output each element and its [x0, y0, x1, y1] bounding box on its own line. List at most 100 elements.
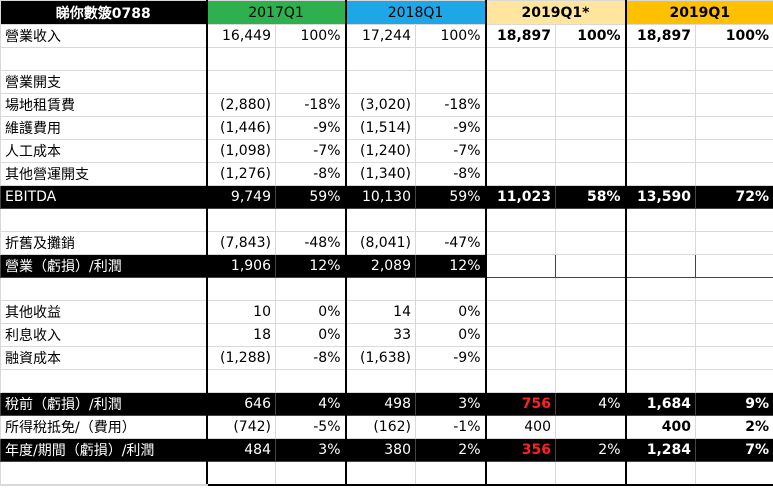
table-row: 其他營運開支 (1,276) -8% (1,340) -8% — [0, 162, 773, 186]
cell: 33 — [345, 323, 416, 347]
cell: -18% — [415, 93, 487, 117]
header-2018q1: 2018Q1 — [345, 0, 487, 25]
table-row — [0, 277, 773, 301]
cell: -8% — [275, 162, 347, 186]
cell: -18% — [275, 93, 347, 117]
row-label: 折舊及攤銷 — [0, 231, 208, 255]
row-label: 營業（虧損）/利潤 — [0, 254, 208, 278]
cell: 100% — [415, 24, 487, 48]
cell: 356 — [485, 438, 556, 462]
cell: (2,880) — [206, 93, 276, 117]
table-row: 利息收入 18 0% 33 0% — [0, 323, 773, 347]
cell: (1,514) — [345, 116, 416, 140]
cell: -7% — [415, 139, 487, 163]
cell: -7% — [275, 139, 347, 163]
cell: (1,446) — [206, 116, 276, 140]
cell: 18 — [206, 323, 276, 347]
cell: 3% — [415, 392, 487, 416]
cell: 17,244 — [345, 24, 416, 48]
cell: -9% — [415, 116, 487, 140]
cell: -5% — [275, 415, 347, 439]
table-row: 所得稅抵免/（費用） (742) -5% (162) -1% 400 400 2… — [0, 415, 773, 439]
cell: 1,284 — [625, 438, 696, 462]
cell: 9,749 — [206, 185, 276, 209]
cell: 400 — [625, 415, 696, 439]
row-label: 其他營運開支 — [0, 162, 208, 186]
cell: 11,023 — [485, 185, 556, 209]
table-row: 折舊及攤銷 (7,843) -48% (8,041) -47% — [0, 231, 773, 255]
cell: (3,020) — [345, 93, 416, 117]
cell: 2,089 — [345, 254, 416, 278]
cell: 646 — [206, 392, 276, 416]
header-2017q1: 2017Q1 — [206, 0, 347, 25]
row-label: 稅前（虧損）/利潤 — [0, 392, 208, 416]
table-row: 其他收益 10 0% 14 0% — [0, 300, 773, 324]
table-row: 融資成本 (1,288) -8% (1,638) -9% — [0, 346, 773, 370]
cell: (7,843) — [206, 231, 276, 255]
cell: -9% — [275, 116, 347, 140]
cell: 756 — [485, 392, 556, 416]
row-label: 其他收益 — [0, 300, 208, 324]
cell: 100% — [555, 24, 627, 48]
row-label: 營業開支 — [0, 70, 208, 94]
cell: 100% — [694, 24, 773, 48]
cell: 1,684 — [625, 392, 696, 416]
cell: 484 — [206, 438, 276, 462]
row-label: 融資成本 — [0, 346, 208, 370]
table-row: 維護費用 (1,446) -9% (1,514) -9% — [0, 116, 773, 140]
row-label: EBITDA — [0, 185, 208, 209]
header-row: 睇你數箥0788 2017Q1 2018Q1 2019Q1* 2019Q1 — [0, 0, 773, 25]
cell: (742) — [206, 415, 276, 439]
cell: (1,288) — [206, 346, 276, 370]
cell: 14 — [345, 300, 416, 324]
cell: 2% — [694, 415, 773, 439]
cell: 9% — [694, 392, 773, 416]
table-row — [0, 47, 773, 71]
cell: 10,130 — [345, 185, 416, 209]
cell: 58% — [555, 185, 627, 209]
row-label: 利息收入 — [0, 323, 208, 347]
table-row — [0, 369, 773, 393]
cell: 12% — [415, 254, 487, 278]
row-label: 所得稅抵免/（費用） — [0, 415, 208, 439]
cell: (8,041) — [345, 231, 416, 255]
cell: (1,240) — [345, 139, 416, 163]
row-label: 人工成本 — [0, 139, 208, 163]
cell: (1,340) — [345, 162, 416, 186]
sheet-title: 睇你數箥0788 — [0, 0, 208, 25]
table-row: 營業開支 — [0, 70, 773, 94]
cell: 13,590 — [625, 185, 696, 209]
cell: 18,897 — [485, 24, 556, 48]
cell: 10 — [206, 300, 276, 324]
cell: 3% — [275, 438, 347, 462]
cell: 12% — [275, 254, 347, 278]
cell: 0% — [415, 300, 487, 324]
row-label: 維護費用 — [0, 116, 208, 140]
cell: -9% — [415, 346, 487, 370]
cell: -48% — [275, 231, 347, 255]
cell: 16,449 — [206, 24, 276, 48]
row-label: 場地租賃費 — [0, 93, 208, 117]
cell: 4% — [555, 392, 627, 416]
table-row — [0, 208, 773, 232]
header-2019q1-adjusted: 2019Q1* — [485, 0, 627, 25]
cell: 18,897 — [625, 24, 696, 48]
cell: 1,906 — [206, 254, 276, 278]
cell: 100% — [275, 24, 347, 48]
cell: 380 — [345, 438, 416, 462]
row-label: 年度/期間（虧損）/利潤 — [0, 438, 208, 462]
cell: 72% — [694, 185, 773, 209]
cell: 7% — [694, 438, 773, 462]
cell: 59% — [415, 185, 487, 209]
row-label: 營業收入 — [0, 24, 208, 48]
table-row: 人工成本 (1,098) -7% (1,240) -7% — [0, 139, 773, 163]
table-row — [0, 461, 773, 486]
table-row: 場地租賃費 (2,880) -18% (3,020) -18% — [0, 93, 773, 117]
cell: 400 — [485, 415, 556, 439]
cell: 2% — [555, 438, 627, 462]
table-row: 稅前（虧損）/利潤 646 4% 498 3% 756 4% 1,684 9% — [0, 392, 773, 416]
cell: (162) — [345, 415, 416, 439]
header-2019q1: 2019Q1 — [624, 0, 773, 25]
cell: 0% — [275, 300, 347, 324]
